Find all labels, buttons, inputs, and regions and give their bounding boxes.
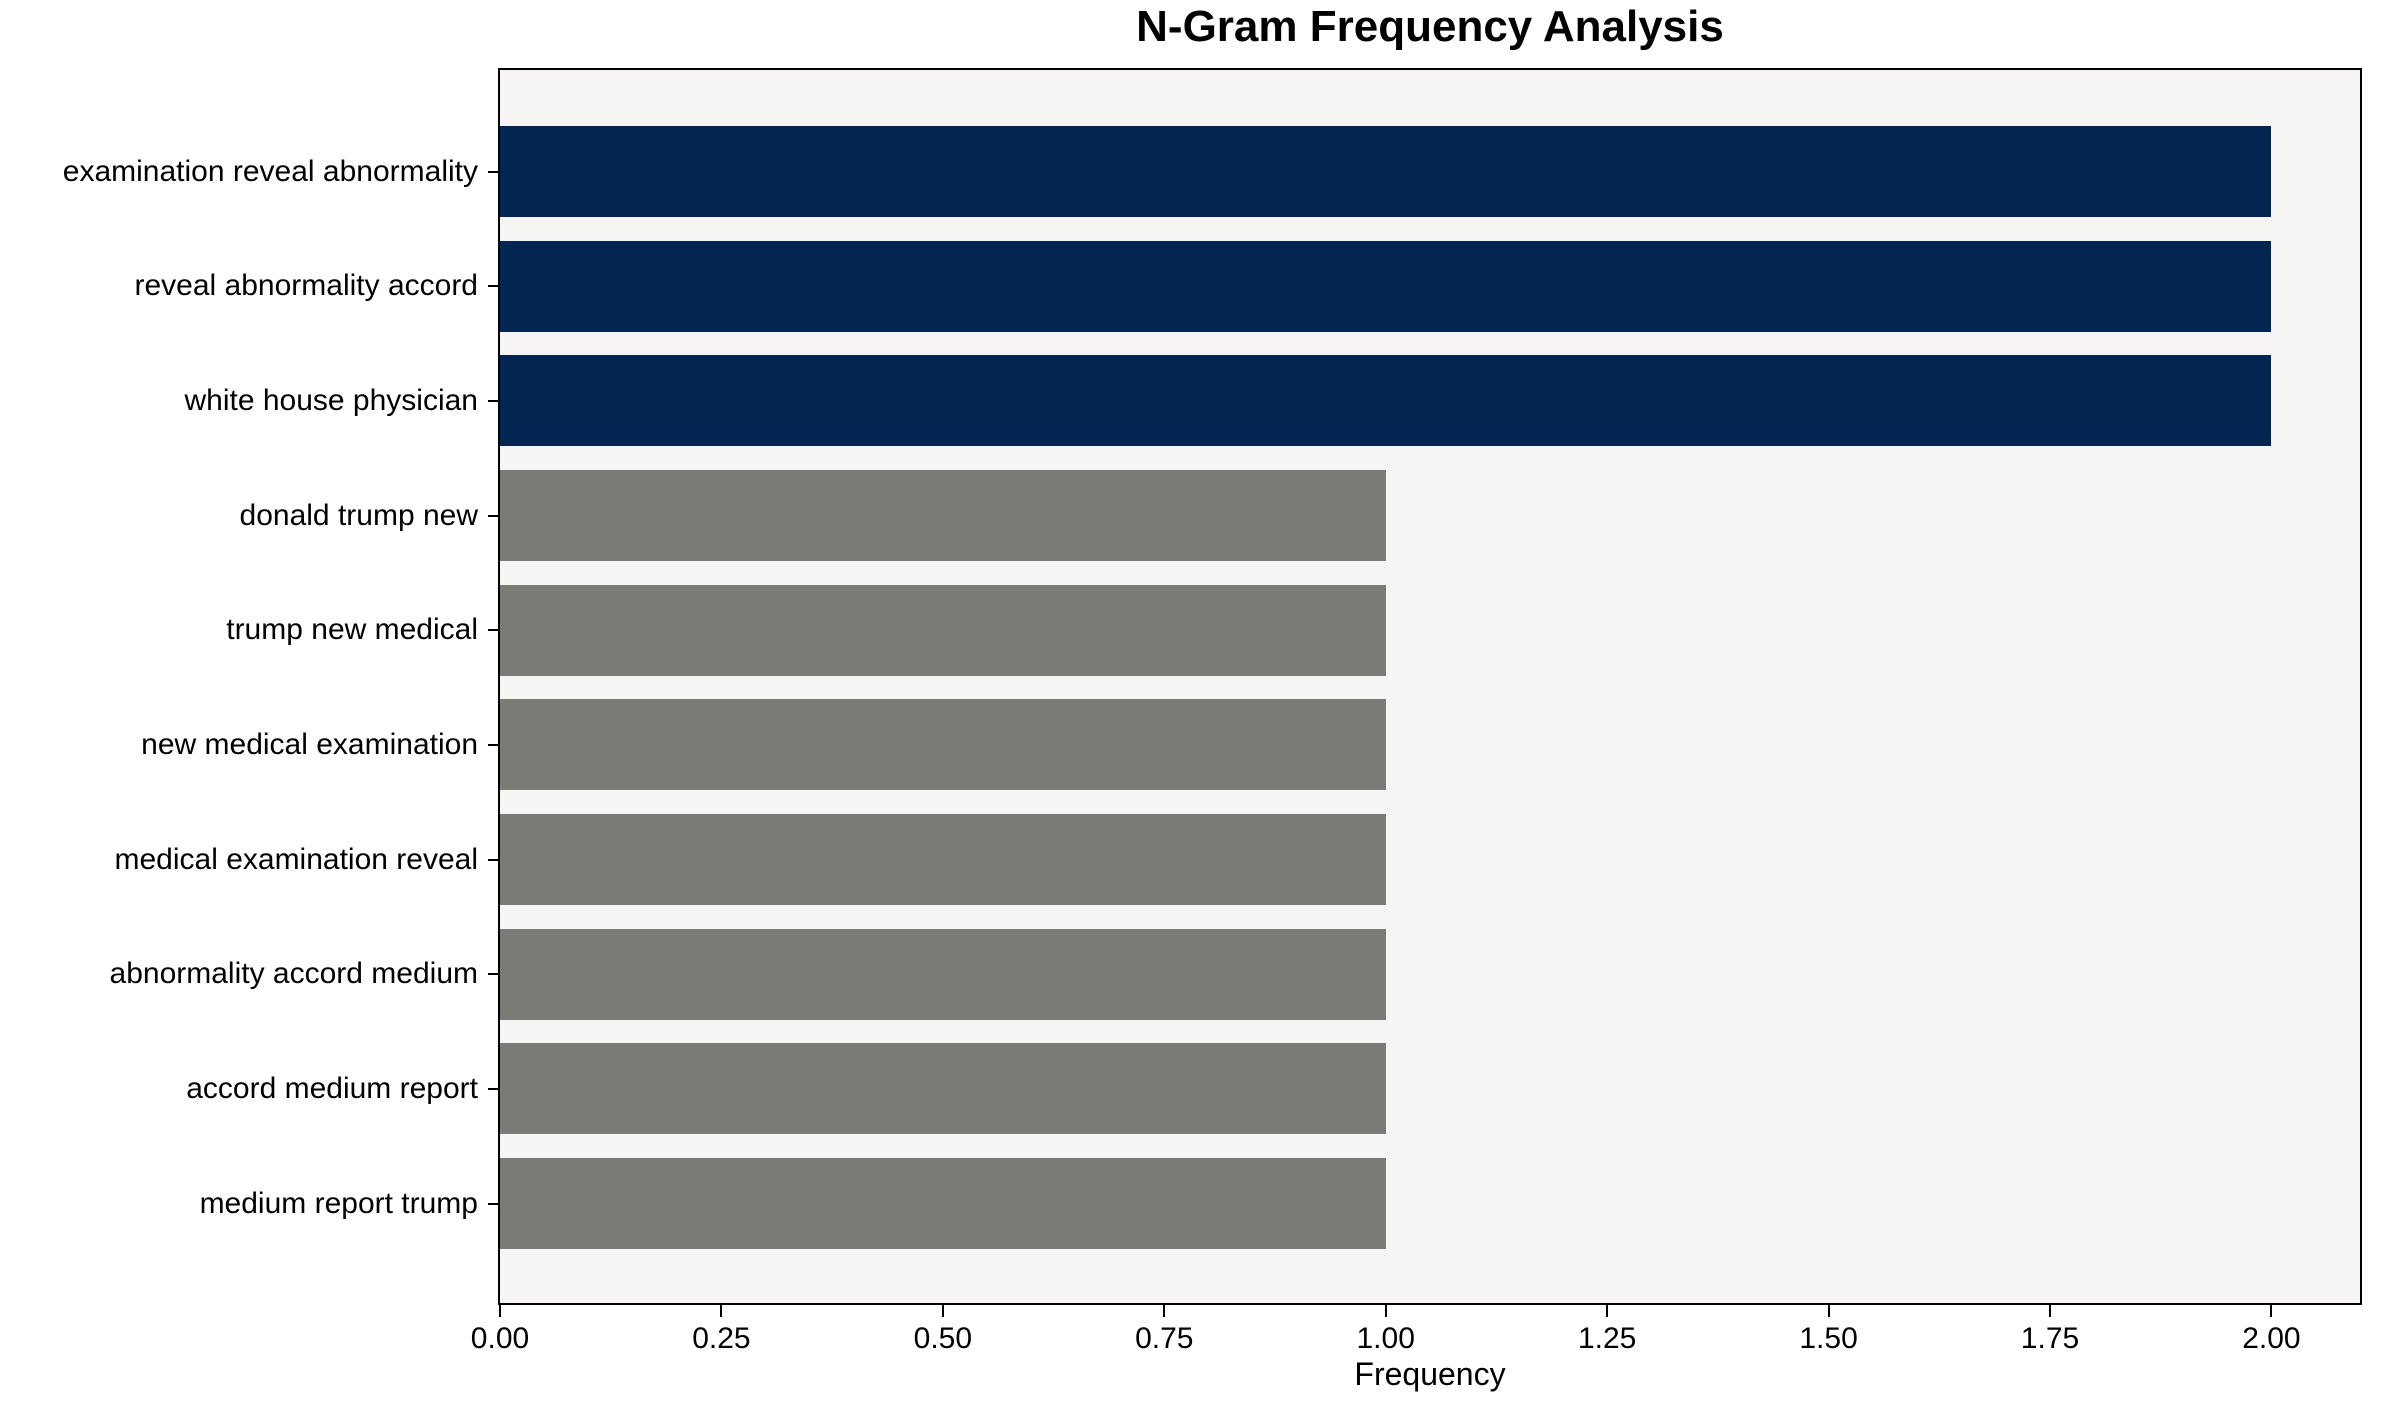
y-tick xyxy=(488,973,500,976)
y-tick xyxy=(488,1202,500,1205)
y-tick-label: examination reveal abnormality xyxy=(62,154,478,188)
bar xyxy=(500,355,2272,447)
x-tick-label: 1.25 xyxy=(1577,1322,1637,1355)
y-tick-label: accord medium report xyxy=(186,1071,478,1105)
y-tick-label: medical examination reveal xyxy=(114,842,478,876)
x-tick xyxy=(720,1304,723,1317)
bar xyxy=(500,928,1386,1020)
y-tick-label: donald trump new xyxy=(239,498,478,532)
y-tick-label: medium report trump xyxy=(199,1186,478,1220)
y-tick-label: trump new medical xyxy=(226,613,478,647)
x-tick-label: 1.50 xyxy=(1799,1322,1858,1355)
x-tick xyxy=(1163,1304,1166,1317)
chart-title: N-Gram Frequency Analysis xyxy=(1136,2,1724,51)
y-tick xyxy=(488,170,500,173)
bar xyxy=(500,126,2272,217)
x-tick xyxy=(1827,1304,1830,1317)
x-tick xyxy=(2049,1304,2051,1317)
plot-area-border xyxy=(498,68,2362,1305)
x-tick-label: 2.00 xyxy=(2242,1322,2301,1355)
y-tick-label: white house physician xyxy=(184,383,478,417)
x-tick-label: 1.00 xyxy=(1356,1322,1415,1355)
x-tick-label: 0.00 xyxy=(470,1322,530,1355)
y-tick-label: reveal abnormality accord xyxy=(134,269,479,303)
y-tick xyxy=(488,514,500,517)
y-tick xyxy=(488,399,500,402)
y-tick xyxy=(488,1087,500,1090)
x-tick-label: 1.75 xyxy=(2020,1322,2080,1355)
x-tick xyxy=(941,1304,944,1317)
x-axis-label: Frequency xyxy=(1354,1356,1506,1392)
bar xyxy=(500,1158,1386,1249)
x-tick-label: 0.75 xyxy=(1135,1322,1194,1355)
x-tick xyxy=(1606,1304,1609,1317)
bar xyxy=(500,814,1386,905)
bar xyxy=(500,699,1386,791)
y-tick-label: abnormality accord medium xyxy=(109,957,478,991)
y-tick-label: new medical examination xyxy=(141,727,478,761)
bar xyxy=(500,1043,1386,1135)
y-tick xyxy=(488,285,500,288)
x-tick-label: 0.50 xyxy=(913,1322,973,1355)
x-tick xyxy=(2270,1304,2273,1317)
y-tick xyxy=(488,858,500,861)
x-tick xyxy=(1384,1304,1387,1317)
bar xyxy=(500,470,1386,561)
y-tick xyxy=(488,743,500,746)
bar xyxy=(500,240,2272,332)
bar xyxy=(500,584,1386,676)
x-tick-label: 0.25 xyxy=(692,1322,751,1355)
x-tick xyxy=(499,1304,501,1317)
y-tick xyxy=(488,629,500,632)
